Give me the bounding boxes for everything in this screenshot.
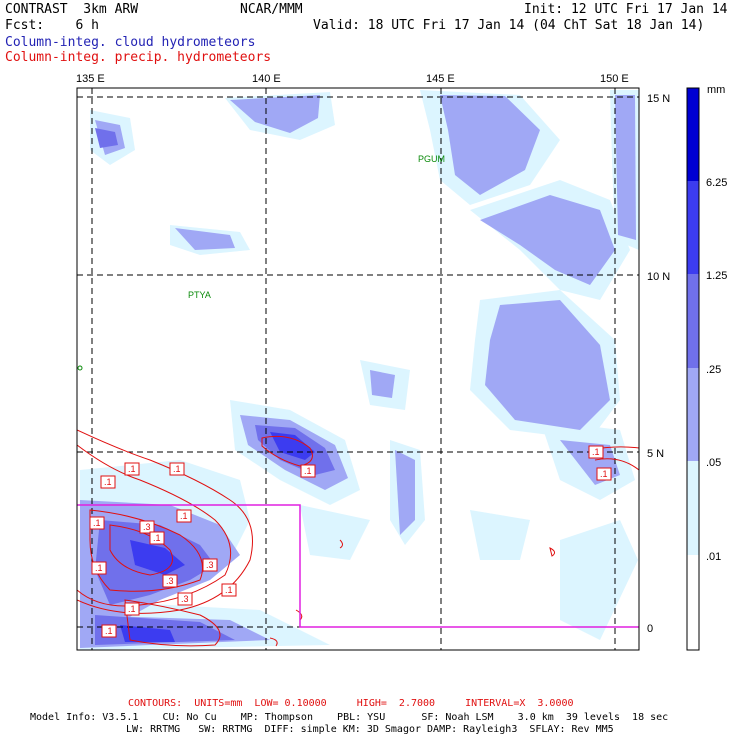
contour-label: .1 [600, 469, 608, 479]
island-marker [77, 365, 83, 371]
colorbar-label: .01 [706, 551, 721, 563]
organization: NCAR/MMM [240, 2, 303, 17]
contour-label: .1 [105, 626, 113, 636]
shade-level-125 [120, 432, 315, 642]
colorbar: mm 6.25 1.25 .25 .05 .01 [686, 84, 727, 651]
map-frame [76, 87, 640, 651]
colorbar-swatch-4 [687, 368, 699, 461]
field-precip-title: Column-integ. precip. hydrometeors [5, 50, 272, 65]
valid-time: Valid: 18 UTC Fri 17 Jan 14 (04 ChT Sat … [313, 18, 705, 33]
init-time: Init: 12 UTC Fri 17 Jan 14 [524, 2, 728, 17]
contour-label: .1 [173, 464, 181, 474]
lon-label-135: 135 E [76, 73, 105, 85]
lat-label-15n: 15 N [647, 93, 670, 105]
contour-label: .1 [225, 585, 233, 595]
lon-label-150: 150 E [600, 73, 629, 85]
colorbar-swatch-2 [687, 181, 699, 274]
lon-label-145: 145 E [426, 73, 455, 85]
contours-info: CONTOURS: UNITS=mm LOW= 0.10000 HIGH= 2.… [128, 698, 574, 709]
model-title: CONTRAST 3km ARW [5, 2, 139, 17]
map-figure: 135 E 140 E 145 E 150 E 15 N 10 N 5 N 0 [76, 73, 727, 651]
colorbar-unit: mm [707, 84, 725, 96]
contour-label: .3 [181, 594, 189, 604]
contour-labels: .1 .1 .1 .1 .1 .3 .1 .3 .1 .3 .1 .1 .3 .… [89, 445, 612, 638]
contour-label: .1 [95, 563, 103, 573]
contour-label: .1 [128, 604, 136, 614]
colorbar-swatch-6 [687, 555, 699, 650]
colorbar-swatch-5 [687, 461, 699, 555]
contour-label: .3 [206, 560, 214, 570]
contour-label: .3 [143, 522, 151, 532]
colorbar-label: .25 [706, 364, 721, 376]
nested-domain-outline [77, 504, 639, 628]
model-info-line1: Model Info: V3.5.1 CU: No Cu MP: Thompso… [30, 712, 669, 723]
contour-label: .1 [93, 518, 101, 528]
colorbar-swatch-1 [687, 88, 699, 181]
colorbar-swatch-3 [687, 274, 699, 368]
shaded-field: .1 .1 .1 .1 .1 .3 .1 .3 .1 .3 .1 .1 .3 .… [77, 88, 639, 650]
lat-label-0: 0 [647, 623, 653, 635]
colorbar-label: 1.25 [706, 270, 727, 282]
contour-label: .3 [166, 576, 174, 586]
lon-label-140: 140 E [252, 73, 281, 85]
contour-label: .1 [304, 466, 312, 476]
contour-label: .1 [104, 477, 112, 487]
lat-label-10n: 10 N [647, 271, 670, 283]
contour-label: .1 [180, 511, 188, 521]
contour-label: .1 [128, 464, 136, 474]
station-pgum: PGUM [418, 154, 445, 164]
contour-label: .1 [592, 447, 600, 457]
contour-label: .1 [153, 533, 161, 543]
forecast-hour: Fcst: 6 h [5, 18, 99, 33]
lat-label-5n: 5 N [647, 448, 664, 460]
field-cloud-title: Column-integ. cloud hydrometeors [5, 35, 256, 50]
colorbar-label: 6.25 [706, 177, 727, 189]
station-ptya: PTYA [188, 290, 211, 300]
model-info-line2: LW: RRTMG SW: RRTMG DIFF: simple KM: 3D … [126, 724, 614, 735]
lat-lon-grid [77, 88, 639, 650]
colorbar-label: .05 [706, 457, 721, 469]
